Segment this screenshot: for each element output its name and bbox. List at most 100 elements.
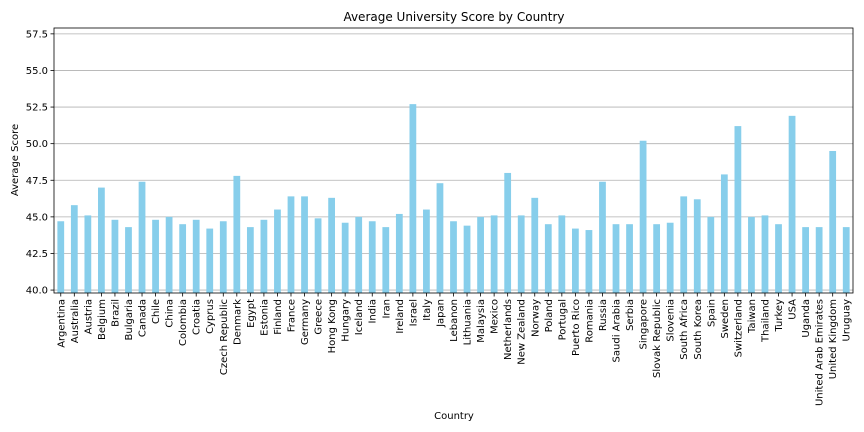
bar [125, 227, 132, 293]
x-tick-label: Poland [544, 299, 555, 332]
bar [680, 196, 688, 293]
x-tick-label: Belgium [97, 299, 108, 340]
x-tick-label: Mexico [490, 299, 501, 334]
x-tick-label: Iran [381, 299, 392, 319]
x-tick-label: Malaysia [476, 299, 487, 343]
bar [301, 196, 308, 293]
x-tick-label: India [368, 299, 379, 324]
bar [490, 215, 498, 293]
x-tick-label: Portugal [557, 299, 568, 340]
bar [355, 216, 363, 293]
bar [368, 221, 376, 293]
bar [138, 181, 146, 293]
bar [829, 150, 837, 293]
x-tick-label: Brazil [110, 299, 121, 327]
bar [382, 227, 390, 293]
x-tick-label: Iceland [354, 299, 365, 335]
y-tick-label: 57.5 [26, 29, 48, 40]
bar [98, 187, 105, 293]
x-tick-label: Italy [422, 299, 433, 321]
bar [287, 196, 295, 293]
x-tick-label: Croatia [192, 299, 203, 335]
y-tick-label: 50.0 [26, 139, 48, 150]
bar [260, 219, 268, 293]
x-tick-label: South Africa [679, 299, 690, 360]
y-tick-label: 47.5 [26, 176, 48, 187]
bar [206, 228, 214, 293]
bar [815, 227, 823, 293]
x-tick-label: Argentina [56, 299, 67, 348]
bar [436, 183, 444, 293]
y-gridlines [54, 33, 853, 291]
x-tick-label: Austria [83, 299, 94, 334]
bar [599, 181, 606, 293]
x-tick-label: Canada [138, 299, 149, 337]
x-tick-label: South Korea [693, 299, 704, 360]
x-tick-label: Hungary [341, 299, 352, 342]
x-tick-label: Netherlands [503, 299, 514, 360]
bar [585, 230, 593, 293]
x-tick-label: Serbia [625, 299, 636, 331]
bar [666, 222, 674, 293]
bar [233, 175, 241, 293]
bar [246, 227, 254, 293]
x-tick-label: Slovak Republic [652, 299, 663, 378]
x-tick-label: United Arab Emirates [815, 299, 826, 406]
bar [558, 215, 566, 293]
x-tick-label: Uruguay [842, 299, 853, 342]
bar [152, 219, 159, 293]
bar [693, 199, 701, 293]
bar [707, 216, 715, 293]
bar [802, 227, 809, 293]
bar [531, 197, 539, 293]
bar [653, 224, 661, 293]
bar [612, 224, 620, 293]
x-tick-label: New Zealand [517, 299, 528, 365]
x-tick-label: Slovenia [666, 299, 677, 342]
bar [504, 172, 512, 293]
x-tick-label: Singapore [639, 299, 650, 349]
x-tick-label: Cyprus [205, 299, 216, 334]
bar [463, 225, 471, 293]
y-axis-label: Average Score [10, 124, 21, 196]
bar [341, 222, 349, 293]
x-tick-label: USA [788, 299, 799, 320]
x-tick-label: Australia [70, 299, 81, 343]
bar [517, 215, 525, 293]
x-tick-label: Saudi Arabia [612, 299, 623, 362]
bar [57, 221, 65, 293]
bar [734, 126, 742, 293]
x-tick-label: Colombia [178, 299, 189, 346]
bars [57, 104, 850, 293]
x-tick-label: Bulgaria [124, 299, 135, 340]
x-tick-label: Spain [706, 299, 717, 327]
x-axis-ticks: Argentina Australia Austria Belgium Brazil Bu… [56, 293, 853, 406]
bar [571, 228, 579, 293]
x-axis-label: Country [434, 411, 474, 422]
bar [639, 140, 647, 293]
y-tick-label: 55.0 [26, 66, 48, 77]
x-tick-label: Egypt [246, 299, 257, 328]
x-tick-label: Turkey [774, 299, 785, 333]
x-tick-label: Sweden [720, 299, 731, 339]
x-tick-label: Lebanon [449, 299, 460, 342]
x-tick-label: Finland [273, 299, 284, 335]
bar [477, 216, 484, 293]
bar [84, 215, 92, 293]
bar [314, 218, 322, 293]
x-tick-label: Czech Republic [219, 299, 230, 375]
x-tick-label: Japan [435, 299, 446, 328]
x-tick-label: France [286, 299, 297, 332]
bar [179, 224, 187, 293]
x-tick-label: Uganda [801, 299, 812, 338]
x-tick-label: Romania [584, 299, 595, 343]
x-tick-label: Greece [314, 299, 325, 335]
x-tick-label: Norway [530, 299, 541, 337]
x-tick-label: United Kingdom [828, 299, 839, 379]
bar [111, 219, 119, 293]
x-tick-label: Estonia [259, 299, 270, 336]
bar [842, 227, 850, 293]
x-tick-label: Ireland [395, 299, 406, 334]
bar [788, 115, 796, 293]
